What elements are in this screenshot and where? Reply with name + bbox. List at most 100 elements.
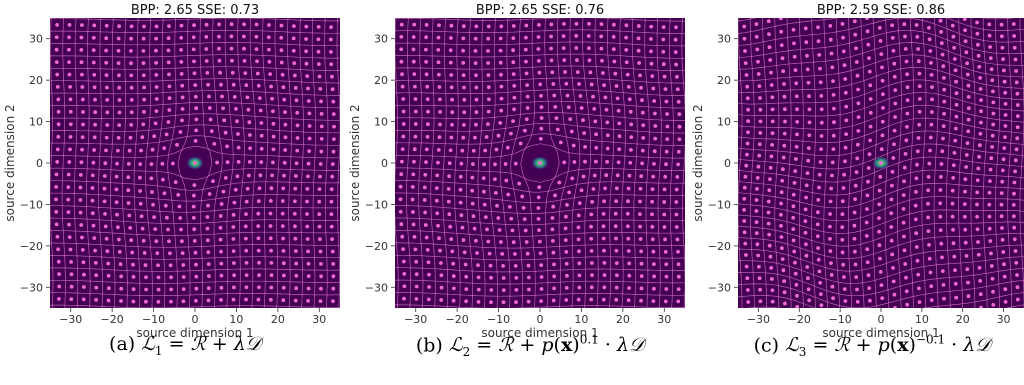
- reconstruction-point: [930, 85, 934, 89]
- reconstruction-point: [745, 96, 750, 101]
- reconstruction-point: [104, 73, 109, 77]
- reconstruction-point: [1012, 34, 1016, 38]
- reconstruction-point: [627, 273, 632, 278]
- reconstruction-point: [414, 259, 419, 264]
- reconstruction-point: [652, 262, 656, 266]
- reconstruction-point: [115, 161, 119, 166]
- reconstruction-point: [54, 210, 59, 214]
- reconstruction-point: [639, 286, 644, 291]
- reconstruction-point: [661, 25, 666, 29]
- reconstruction-point: [806, 158, 811, 163]
- reconstruction-point: [464, 274, 469, 279]
- reconstruction-point: [942, 296, 946, 301]
- reconstruction-point: [171, 161, 175, 166]
- reconstruction-point: [248, 146, 253, 151]
- reconstruction-point: [44, 322, 48, 326]
- reconstruction-point: [439, 298, 444, 302]
- reconstruction-point: [387, 48, 391, 52]
- reconstruction-point: [699, 224, 703, 228]
- reconstruction-point: [399, 47, 404, 52]
- reconstruction-point: [205, 215, 210, 219]
- reconstruction-point: [591, 187, 596, 191]
- reconstruction-point: [291, 48, 296, 53]
- cell-boundary: [835, 18, 841, 308]
- reconstruction-point: [783, 301, 787, 306]
- reconstruction-point: [743, 61, 748, 65]
- reconstruction-point: [665, 137, 670, 142]
- cell-boundary: [395, 217, 685, 226]
- reconstruction-point: [162, 191, 167, 196]
- reconstruction-point: [169, 312, 173, 316]
- reconstruction-point: [230, 58, 234, 63]
- reconstruction-point: [67, 222, 71, 227]
- reconstruction-point: [831, 133, 836, 138]
- reconstruction-point: [722, 302, 726, 306]
- reconstruction-point: [144, 299, 148, 304]
- reconstruction-point: [44, 123, 48, 127]
- reconstruction-point: [129, 123, 134, 127]
- reconstruction-point: [594, 132, 598, 137]
- reconstruction-point: [117, 110, 122, 115]
- reconstruction-point: [329, 50, 333, 54]
- reconstruction-point: [650, 324, 654, 328]
- reconstruction-point: [951, 227, 955, 232]
- reconstruction-point: [306, 261, 311, 266]
- reconstruction-point: [552, 93, 557, 98]
- reconstruction-point: [537, 70, 542, 75]
- reconstruction-point: [721, 93, 725, 97]
- reconstruction-point: [463, 12, 467, 16]
- reconstruction-point: [893, 101, 898, 106]
- reconstruction-point: [192, 23, 197, 28]
- reconstruction-point: [817, 53, 822, 57]
- reconstruction-point: [917, 71, 922, 76]
- reconstruction-point: [577, 273, 582, 278]
- y-tick-label: 20: [374, 74, 388, 87]
- reconstruction-point: [758, 299, 763, 304]
- reconstruction-point: [424, 23, 429, 27]
- reconstruction-point: [166, 36, 171, 41]
- reconstruction-point: [628, 109, 633, 114]
- reconstruction-point: [319, 286, 323, 291]
- reconstruction-point: [55, 160, 60, 164]
- cell-boundary: [656, 18, 662, 308]
- cell-boundary: [249, 18, 257, 308]
- y-tick-label: 0: [724, 157, 731, 170]
- reconstruction-point: [766, 199, 771, 204]
- reconstruction-point: [236, 160, 241, 164]
- reconstruction-point: [281, 186, 286, 191]
- reconstruction-point: [868, 83, 873, 88]
- reconstruction-point: [664, 99, 669, 104]
- reconstruction-point: [45, 260, 49, 264]
- reconstruction-point: [539, 287, 544, 291]
- reconstruction-point: [676, 287, 681, 291]
- reconstruction-point: [976, 252, 981, 257]
- reconstruction-point: [318, 87, 323, 91]
- reconstruction-point: [917, 97, 922, 101]
- reconstruction-point: [307, 149, 312, 154]
- reconstruction-point: [143, 263, 148, 267]
- reconstruction-point: [413, 84, 417, 89]
- reconstruction-point: [999, 191, 1004, 196]
- reconstruction-point: [318, 237, 322, 242]
- reconstruction-point: [235, 174, 240, 179]
- reconstruction-point: [344, 100, 348, 104]
- reconstruction-point: [524, 35, 528, 40]
- reconstruction-point: [401, 247, 405, 252]
- reconstruction-point: [436, 35, 441, 40]
- reconstruction-point: [81, 0, 85, 2]
- reconstruction-point: [904, 59, 909, 64]
- reconstruction-point: [615, 273, 619, 278]
- reconstruction-point: [31, 235, 35, 239]
- reconstruction-point: [242, 46, 246, 51]
- reconstruction-point: [291, 36, 296, 41]
- reconstruction-point: [518, 141, 523, 146]
- reconstruction-point: [257, 96, 262, 100]
- reconstruction-point: [176, 193, 181, 197]
- reconstruction-point: [817, 172, 822, 177]
- reconstruction-point: [954, 79, 958, 84]
- reconstruction-point: [653, 136, 658, 141]
- reconstruction-point: [903, 262, 908, 266]
- y-tick-label: 0: [381, 157, 388, 170]
- reconstruction-point: [769, 70, 773, 75]
- reconstruction-point: [254, 47, 259, 51]
